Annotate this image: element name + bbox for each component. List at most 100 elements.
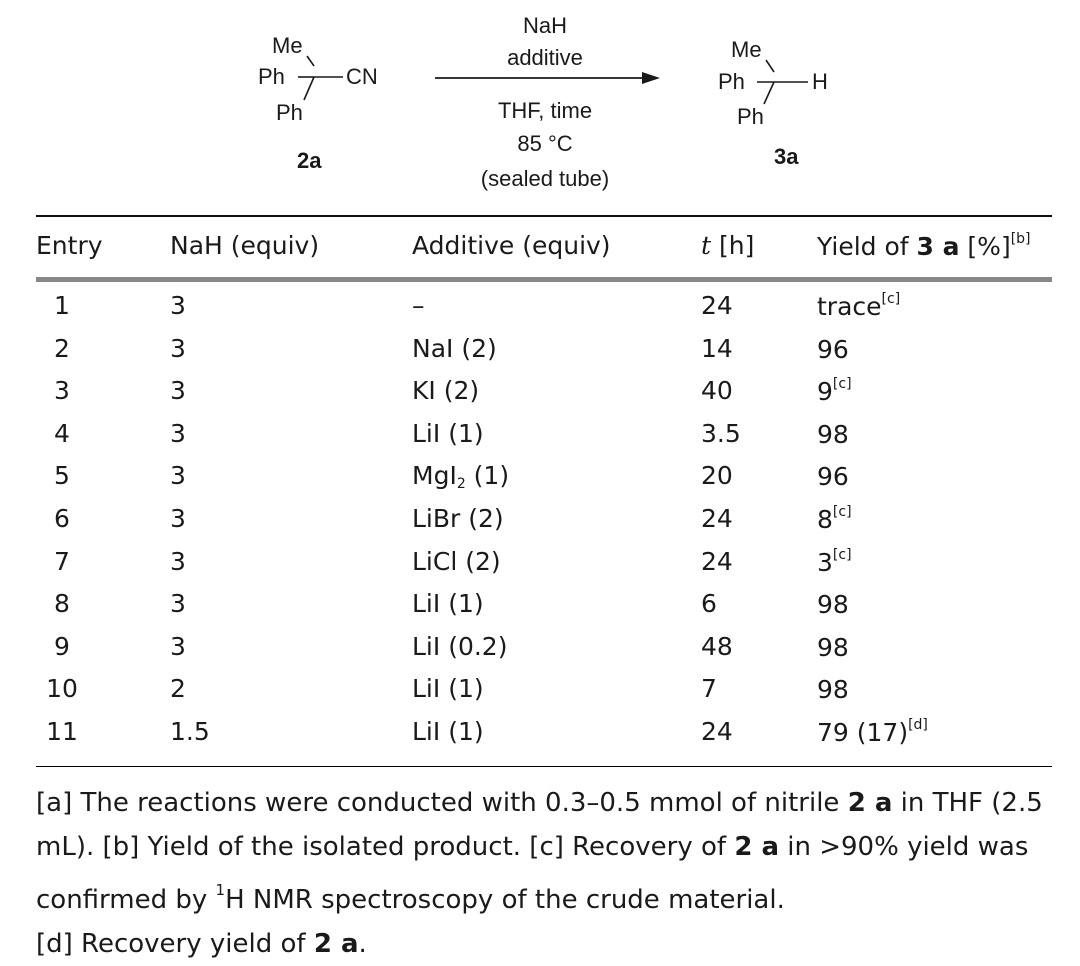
cell-yield: 98 (817, 419, 849, 449)
table-top-rule (36, 215, 1052, 217)
cell-additive: KI (2) (412, 376, 479, 407)
cell-additive: LiBr (2) (412, 504, 504, 535)
reactant-label: 2a (297, 148, 322, 173)
cell-yield-note: [c] (832, 503, 852, 520)
scheme-bonds (298, 55, 808, 105)
cell-yield-note: [c] (832, 546, 852, 563)
cell-yield-value: 96 (817, 334, 849, 364)
cell-time: 24 (701, 546, 733, 576)
table-row: 8 3 LiI (1) 6 98 (36, 589, 1052, 632)
footnote-c-compound: 2 a (734, 831, 779, 862)
footnote-c: [c] Recovery of (521, 831, 735, 862)
cell-nah: 3 (170, 503, 186, 533)
product-ph-2: Ph (737, 104, 764, 129)
table-bottom-rule (36, 765, 1052, 767)
cell-yield-note: [c] (881, 291, 901, 307)
cell-yield-value: 98 (817, 590, 849, 620)
cell-additive-text: LiCl (2) (412, 546, 501, 576)
product-h: H (812, 69, 828, 94)
cell-additive: LiCl (2) (412, 547, 501, 578)
footnote-d-tail: . (358, 928, 367, 959)
cell-nah: 3 (170, 291, 186, 320)
table-row: 7 3 LiCl (2) 24 3[c] (36, 547, 1052, 590)
cell-time: 24 (701, 291, 733, 320)
cell-additive-text: LiI (1) (412, 589, 484, 619)
header-yield: Yield of 3 a [%][b] (817, 231, 1031, 261)
cell-additive-text: LiI (0.2) (412, 631, 508, 661)
product-ph-1: Ph (718, 69, 745, 94)
table-header-rule (36, 277, 1052, 282)
cell-yield: 8[c] (817, 504, 852, 534)
cell-entry: 6 (54, 503, 70, 533)
footnote-a-compound: 2 a (847, 788, 893, 818)
cell-yield: 3[c] (817, 547, 852, 577)
cell-nah: 3 (170, 546, 186, 576)
reactant-bond-me (306, 55, 315, 67)
cell-yield: 96 (817, 461, 849, 491)
cell-additive-text: NaI (2) (412, 333, 497, 363)
cell-yield-value: 96 (817, 462, 849, 492)
cell-additive-text: LiBr (2) (412, 503, 504, 533)
reactant-bond-ph2 (303, 76, 315, 101)
cell-yield-value: 8 (817, 504, 833, 534)
header-yield-prefix: Yield of (817, 232, 917, 261)
cell-entry: 9 (54, 631, 70, 661)
cell-yield-value: 98 (817, 675, 849, 705)
table-row: 5 3 MgI2 (1) 20 96 (36, 461, 1052, 504)
header-yield-unit: [%] (959, 232, 1011, 261)
cell-additive: LiI (1) (412, 674, 484, 705)
cell-additive: LiI (1) (412, 717, 484, 748)
condition-additive: additive (507, 45, 583, 70)
product-label: 3a (774, 144, 799, 169)
cell-nah: 3 (170, 589, 186, 619)
cell-time: 7 (701, 674, 717, 704)
cell-additive: LiI (0.2) (412, 632, 507, 663)
cell-entry: 11 (46, 716, 78, 746)
cell-yield: 79 (17)[d] (817, 717, 928, 747)
header-time-unit: [h] (711, 231, 755, 260)
cell-time: 20 (701, 461, 733, 491)
cell-yield-value: 98 (817, 419, 849, 449)
table-row: 10 2 LiI (1) 7 98 (36, 674, 1052, 717)
footnote-d-compound: 2 a (313, 928, 359, 959)
cell-time: 14 (701, 333, 733, 363)
product-bond-me (765, 59, 775, 73)
cell-nah: 2 (170, 674, 186, 704)
cell-time: 40 (701, 376, 733, 406)
table-row: 3 3 KI (2) 40 9[c] (36, 376, 1052, 419)
condition-solvent-time: THF, time (497, 98, 593, 123)
cell-entry: 4 (54, 418, 70, 448)
cell-entry: 3 (54, 376, 70, 406)
cell-yield-note: [c] (832, 376, 852, 393)
results-table: Entry NaH (equiv) Additive (equiv) t [h]… (36, 215, 1052, 767)
cell-entry: 1 (54, 291, 70, 320)
header-nah: NaH (equiv) (170, 231, 320, 260)
cell-yield: 98 (817, 674, 849, 704)
cell-nah: 3 (170, 631, 186, 661)
cell-nah: 3 (170, 418, 186, 448)
cell-nah: 3 (170, 461, 186, 491)
cell-additive-subscript: 2 (456, 476, 466, 493)
cell-entry: 8 (54, 589, 70, 619)
condition-reagent: NaH (522, 13, 567, 38)
cell-additive: LiI (1) (412, 419, 484, 450)
header-yield-compound: 3 a (916, 232, 960, 261)
footnote-a-tail: in THF (2.5 mL). (36, 788, 1043, 862)
table-row: 6 3 LiBr (2) 24 8[c] (36, 504, 1052, 547)
cell-yield-value: 3 (817, 547, 833, 577)
reactant-ph-1: Ph (258, 64, 285, 89)
header-entry: Entry (36, 231, 103, 260)
product-me: Me (731, 37, 762, 62)
header-additive: Additive (equiv) (412, 231, 611, 260)
footnote-c-superscript: 1 (215, 881, 226, 899)
table-footnote: [a] The reactions were conducted with 0.… (36, 782, 1052, 966)
footnote-c-tail: H NMR spectroscopy of the crude material… (225, 885, 785, 915)
cell-additive-tail: (1) (465, 461, 510, 491)
table-row: 11 1.5 LiI (1) 24 79 (17)[d] (36, 717, 1052, 760)
cell-time: 48 (701, 631, 733, 661)
footnote-d: [d] Recovery yield of (36, 928, 314, 959)
header-time-symbol: t (701, 231, 712, 260)
reactant-ph-2: Ph (276, 100, 303, 125)
reactant-me: Me (272, 33, 303, 58)
cell-time: 3.5 (701, 418, 741, 448)
